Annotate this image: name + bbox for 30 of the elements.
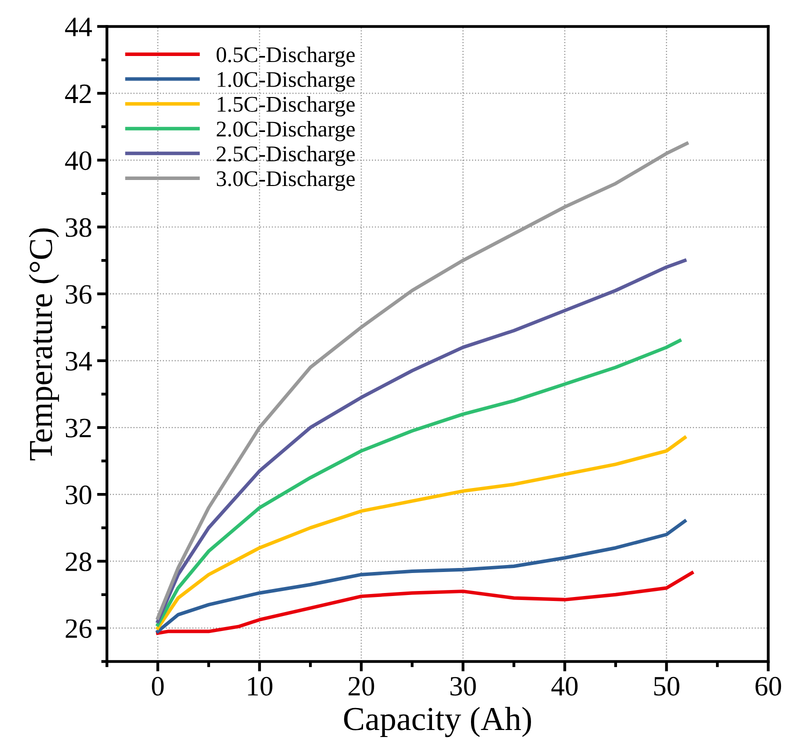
y-tick-label: 36 bbox=[66, 285, 92, 304]
y-tick-label: 30 bbox=[66, 486, 92, 504]
x-tick-label: 60 bbox=[756, 676, 782, 696]
y-axis-title: Temperature (°C) bbox=[28, 228, 60, 460]
x-axis-title: Capacity (Ah) bbox=[344, 706, 531, 738]
y-tick-label: 44 bbox=[65, 18, 92, 36]
legend-label: 0.5C-Discharge bbox=[216, 46, 355, 67]
y-tick-label: 34 bbox=[66, 352, 92, 371]
line-series bbox=[156, 258, 687, 624]
legend-label: 1.5C-Discharge bbox=[218, 96, 355, 116]
legend-label: 2.0C-Discharge bbox=[216, 120, 355, 142]
y-tick-label: 32 bbox=[66, 418, 91, 438]
legend-label: 1.0C-Discharge bbox=[218, 71, 355, 92]
y-tick-label: 42 bbox=[65, 84, 91, 103]
x-tick-label: 50 bbox=[654, 676, 680, 696]
line-series bbox=[156, 519, 687, 634]
line-series bbox=[156, 338, 682, 626]
x-tick-label: 0 bbox=[152, 676, 164, 696]
legend-label: 2.5C-Discharge bbox=[216, 146, 355, 166]
y-tick-label: 38 bbox=[66, 218, 92, 237]
y-tick-label: 40 bbox=[65, 151, 92, 170]
x-tick-label: 30 bbox=[450, 676, 476, 696]
line-series bbox=[156, 571, 694, 635]
y-tick-label: 26 bbox=[66, 619, 92, 638]
x-tick-label: 10 bbox=[248, 676, 272, 696]
x-tick-label: 40 bbox=[551, 676, 578, 696]
x-tick-label: 20 bbox=[348, 676, 374, 696]
y-tick-label: 28 bbox=[66, 552, 92, 572]
line-series bbox=[156, 436, 687, 630]
legend-label: 3.0C-Discharge bbox=[216, 170, 355, 191]
